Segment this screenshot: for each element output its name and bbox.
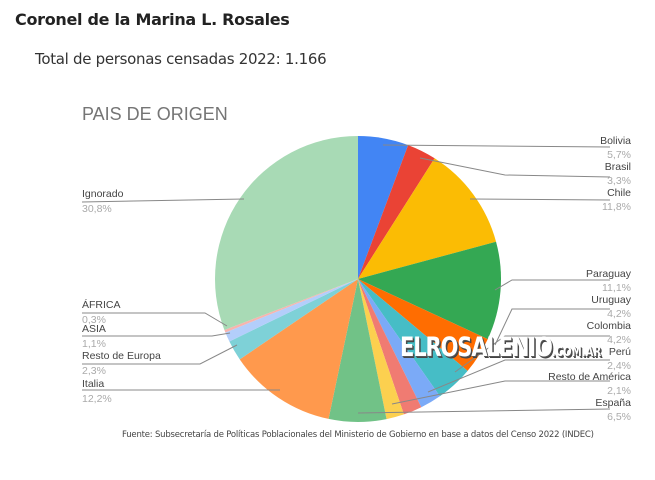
pie-slice-áfrica: [224, 279, 358, 333]
label-uruguay: Uruguay: [591, 294, 631, 306]
chart-title: PAIS DE ORIGEN: [82, 104, 228, 124]
pie-slice-chile: [358, 158, 497, 279]
pct-ignorado: 30,8%: [82, 203, 112, 215]
pie-slice-italia: [239, 279, 358, 419]
pie-slice-asia: [225, 279, 358, 342]
watermark-suffix: .COM.AR: [551, 345, 602, 360]
pie-slice-brasil: [358, 145, 435, 279]
page-title: Coronel de la Marina L. Rosales: [15, 10, 290, 29]
pie-slice-uruguay: [358, 279, 488, 371]
pct-peru: 2,4%: [607, 360, 631, 372]
label-africa: ÁFRICA: [82, 299, 121, 311]
label-resto-europa: Resto de Europa: [82, 350, 161, 362]
pie-slice-españa: [328, 279, 387, 422]
label-espana: España: [595, 397, 631, 409]
pct-brasil: 3,3%: [607, 175, 631, 187]
leader-bolivia: [382, 144, 611, 148]
label-peru: Perú: [608, 346, 631, 358]
watermark-logo: ELROSALENIO.COM.AR: [400, 332, 601, 363]
pct-resto-america: 2,1%: [607, 385, 631, 397]
pie-slice-other: [358, 279, 404, 420]
label-paraguay: Paraguay: [586, 268, 631, 280]
label-brasil: Brasil: [604, 161, 631, 173]
label-resto-america: Resto de América: [548, 371, 631, 383]
label-italia: Italia: [82, 378, 105, 390]
pie-slice-resto-de-europa: [229, 279, 358, 360]
pct-bolivia: 5,7%: [607, 149, 631, 161]
label-asia: ASIA: [82, 323, 106, 335]
pie-slice-colombia: [358, 279, 468, 397]
census-total: Total de personas censadas 2022: 1.166: [35, 50, 327, 68]
label-colombia: Colombia: [586, 320, 631, 332]
source-note: Fuente: Subsecretaría de Políticas Pobla…: [122, 430, 594, 440]
pie-slice-ignorado: [214, 136, 358, 330]
pct-paraguay: 11,1%: [602, 282, 631, 294]
label-ignorado: Ignorado: [82, 188, 124, 200]
pct-colombia: 4,2%: [607, 334, 631, 346]
pie-slice-resto-de-américa: [358, 279, 422, 415]
pie-slices: [214, 136, 501, 422]
pct-espana: 6,5%: [607, 411, 631, 423]
pie-slice-bolivia: [358, 136, 409, 279]
leader-lines: [81, 144, 611, 414]
pct-uruguay: 4,2%: [607, 308, 631, 320]
label-chile: Chile: [607, 187, 631, 199]
pct-asia: 1,1%: [82, 338, 106, 350]
label-bolivia: Bolivia: [600, 135, 631, 147]
watermark-text: ELROSALENIO: [400, 332, 553, 363]
pie-slice-perú: [358, 279, 440, 408]
pct-chile: 11,8%: [602, 201, 631, 213]
pct-italia: 12,2%: [82, 393, 112, 405]
pie-slice-paraguay: [358, 241, 501, 340]
pct-resto-europa: 2,3%: [82, 365, 106, 377]
pct-africa: 0,3%: [82, 314, 106, 326]
